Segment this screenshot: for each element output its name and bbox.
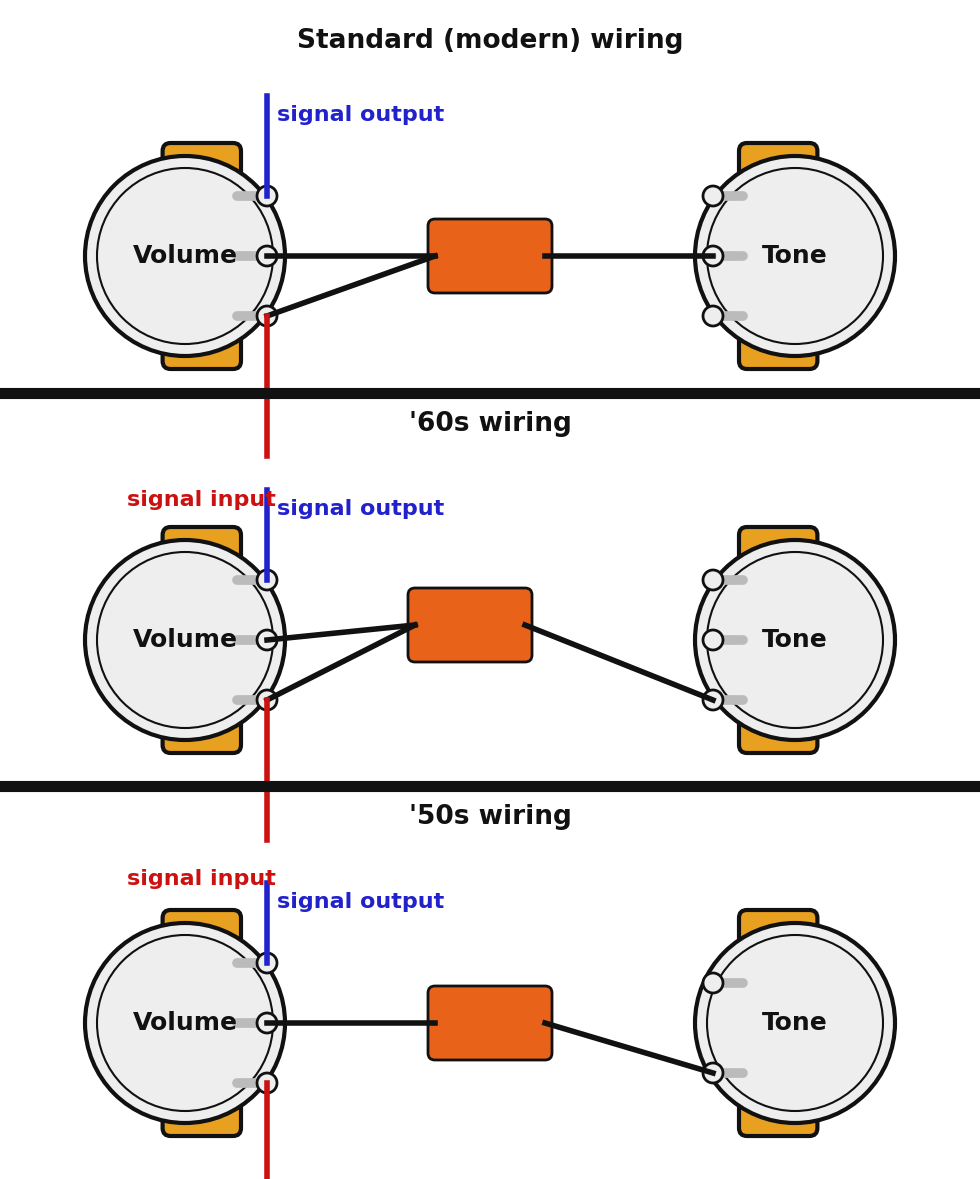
Circle shape: [97, 935, 273, 1111]
Text: Volume: Volume: [132, 628, 237, 652]
Circle shape: [257, 246, 277, 266]
Circle shape: [257, 569, 277, 590]
Text: signal input: signal input: [127, 490, 276, 511]
Circle shape: [703, 630, 723, 650]
Text: signal output: signal output: [277, 499, 444, 519]
FancyBboxPatch shape: [408, 588, 532, 661]
Text: Tone: Tone: [762, 244, 828, 268]
Text: signal output: signal output: [277, 105, 444, 125]
Text: Tone: Tone: [762, 1012, 828, 1035]
FancyBboxPatch shape: [739, 527, 817, 753]
FancyBboxPatch shape: [428, 986, 552, 1060]
Circle shape: [707, 552, 883, 727]
Text: '50s wiring: '50s wiring: [409, 804, 571, 830]
Circle shape: [257, 1013, 277, 1033]
Circle shape: [703, 1063, 723, 1084]
FancyBboxPatch shape: [163, 143, 241, 369]
Circle shape: [257, 186, 277, 206]
Text: '60s wiring: '60s wiring: [409, 411, 571, 437]
FancyBboxPatch shape: [163, 527, 241, 753]
Text: signal input: signal input: [127, 869, 276, 889]
Circle shape: [703, 569, 723, 590]
Circle shape: [695, 540, 895, 740]
FancyBboxPatch shape: [428, 219, 552, 294]
Circle shape: [695, 156, 895, 356]
Circle shape: [97, 167, 273, 344]
Text: signal output: signal output: [277, 893, 444, 913]
Circle shape: [695, 923, 895, 1124]
FancyBboxPatch shape: [739, 143, 817, 369]
Circle shape: [703, 973, 723, 993]
Circle shape: [257, 953, 277, 973]
Circle shape: [707, 167, 883, 344]
Text: Standard (modern) wiring: Standard (modern) wiring: [297, 28, 683, 54]
Circle shape: [97, 552, 273, 727]
Circle shape: [707, 935, 883, 1111]
Circle shape: [703, 307, 723, 327]
Circle shape: [703, 690, 723, 710]
FancyBboxPatch shape: [163, 910, 241, 1137]
Circle shape: [703, 246, 723, 266]
Circle shape: [703, 186, 723, 206]
Text: Tone: Tone: [762, 628, 828, 652]
Circle shape: [257, 630, 277, 650]
Text: Volume: Volume: [132, 244, 237, 268]
Text: Volume: Volume: [132, 1012, 237, 1035]
Circle shape: [85, 540, 285, 740]
Circle shape: [85, 923, 285, 1124]
Circle shape: [85, 156, 285, 356]
Circle shape: [257, 1073, 277, 1093]
Circle shape: [257, 307, 277, 327]
Circle shape: [257, 690, 277, 710]
FancyBboxPatch shape: [739, 910, 817, 1137]
